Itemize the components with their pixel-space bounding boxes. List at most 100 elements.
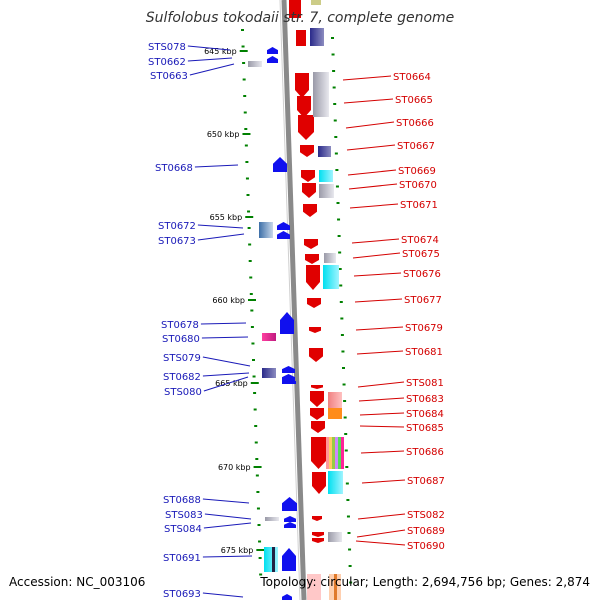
reverse-gene: [267, 47, 278, 54]
gene-label-st0668: ST0668: [155, 163, 193, 174]
gene-label-st0676: ST0676: [403, 269, 441, 280]
leader-line: [202, 356, 251, 367]
domain-box: [289, 0, 301, 18]
leader-line: [359, 425, 405, 428]
forward-gene: [311, 421, 325, 433]
domain-box: [323, 265, 339, 289]
leader-line: [200, 322, 247, 325]
leader-line: [360, 450, 405, 454]
domain-stripe: [332, 437, 335, 469]
gene-label-st0662: ST0662: [148, 57, 186, 68]
domain-box: [313, 72, 329, 117]
forward-gene: [312, 538, 324, 543]
scale-label: 650 kbp: [207, 130, 240, 139]
gene-label-st0664: ST0664: [393, 72, 431, 83]
domain-box: [307, 574, 321, 600]
forward-gene: [312, 532, 324, 537]
gene-label-st0666: ST0666: [396, 118, 434, 129]
reverse-gene: [277, 231, 290, 239]
gene-labels: STS078 ST0662 ST0663 ST0668 ST0672 ST0673 ST06…: [148, 42, 445, 600]
label-leaders: [187, 45, 406, 598]
forward-gene: [303, 204, 317, 217]
leader-line: [197, 224, 244, 229]
gene-label-st0671: ST0671: [400, 200, 438, 211]
gene-label-st0678: ST0678: [161, 320, 199, 331]
gene-label-st0669: ST0669: [398, 166, 436, 177]
forward-gene: [295, 73, 309, 98]
reverse-gene: [282, 374, 295, 381]
leader-line: [358, 397, 405, 402]
domain-stripe: [335, 437, 338, 469]
scale-labels: 645 kbp 650 kbp 655 kbp 660 kbp 665 kbp 670 k…: [204, 47, 265, 555]
gene-label-st0675: ST0675: [402, 249, 440, 260]
gene-label-st0687: ST0687: [407, 476, 445, 487]
gene-label-st0689: ST0689: [407, 526, 445, 537]
forward-gene: [300, 145, 314, 157]
forward-gene: [310, 408, 324, 420]
gene-label-st0672: ST0672: [158, 221, 196, 232]
leader-line: [346, 144, 396, 151]
forward-gene: [311, 437, 326, 469]
domain-box: [318, 146, 331, 157]
gene-label-st0665: ST0665: [395, 95, 433, 106]
reverse-gene: [277, 222, 290, 230]
accession-text: Accession: NC_003106: [9, 575, 146, 589]
gene-label-st0681: ST0681: [405, 347, 443, 358]
forward-gene: [297, 96, 311, 118]
leader-line: [349, 203, 399, 209]
gene-features: [248, 0, 344, 600]
leader-line: [203, 522, 252, 529]
leader-line: [359, 412, 405, 416]
leader-line: [352, 252, 401, 259]
gene-label-st0684: ST0684: [406, 409, 444, 420]
leader-line: [348, 183, 398, 190]
reverse-gene: [280, 312, 294, 334]
domain-box: [328, 471, 343, 494]
gene-label-st0673: ST0673: [158, 236, 196, 247]
domain-stripe: [338, 437, 341, 469]
reverse-gene: [282, 381, 296, 384]
leader-line: [354, 298, 403, 303]
domain-stripe: [272, 547, 275, 572]
scale-label: 645 kbp: [204, 47, 237, 56]
reverse-gene: [282, 366, 295, 373]
gene-label-sts080: STS080: [164, 387, 202, 398]
forward-gene: [307, 298, 321, 308]
domain-stripe: [341, 437, 344, 469]
topology-text: Topology: circular; Length: 2,694,756 bp…: [260, 575, 590, 589]
gene-label-sts084: STS084: [164, 524, 202, 535]
domain-box: [324, 253, 336, 263]
gene-label-st0680: ST0680: [162, 334, 200, 345]
leader-line: [204, 513, 252, 520]
genome-backbone: [281, 0, 307, 601]
forward-gene: [304, 239, 318, 249]
domain-box: [264, 547, 278, 572]
gene-label-sts078: STS078: [148, 42, 186, 53]
gene-label-sts082: STS082: [407, 510, 445, 521]
gene-label-st0688: ST0688: [163, 495, 201, 506]
leader-line: [202, 592, 244, 598]
gene-label-st0663: ST0663: [150, 71, 188, 82]
gene-label-sts081: STS081: [406, 378, 444, 389]
gene-label-st0691: ST0691: [163, 553, 201, 564]
domain-box: [262, 333, 276, 341]
leader-line: [357, 513, 406, 520]
leader-line: [202, 555, 253, 558]
genome-title: Sulfolobus tokodaii str. 7, complete gen…: [145, 10, 455, 26]
reverse-gene: [267, 56, 278, 63]
scale-label: 665 kbp: [215, 379, 248, 388]
leader-line: [345, 121, 395, 129]
scale-label: 660 kbp: [212, 296, 245, 305]
domain-box: [248, 61, 262, 67]
gene-label-st0667: ST0667: [397, 141, 435, 152]
domain-box: [259, 222, 273, 238]
scale-ticks: [241, 29, 353, 584]
leader-line: [201, 336, 249, 339]
forward-gene: [309, 327, 321, 333]
forward-gene: [302, 183, 316, 198]
forward-gene: [312, 516, 322, 521]
gene-label-st0679: ST0679: [405, 323, 443, 334]
forward-gene: [312, 472, 326, 494]
leader-line: [187, 45, 231, 51]
domain-box: [328, 392, 342, 408]
